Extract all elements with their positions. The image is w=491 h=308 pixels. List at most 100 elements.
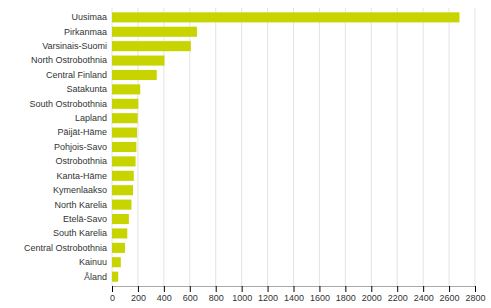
- grid-line: [345, 8, 346, 286]
- chart-svg: 0 200 400 600 800 1000 1200 1400 1600 1800 2000 220…: [0, 0, 491, 308]
- y-tick: North Ostrobothnia: [31, 55, 107, 65]
- y-tick-label: Päijät-Häme: [57, 127, 107, 137]
- bar: [112, 56, 165, 66]
- y-tick-label: Kymenlaakso: [53, 185, 107, 195]
- y-tick-label: Lapland: [75, 113, 107, 123]
- y-tick: Uusimaa: [71, 12, 107, 22]
- y-tick: Pohjois-Savo: [54, 142, 107, 152]
- y-tick: Päijät-Häme: [57, 127, 107, 137]
- x-tick: 200: [131, 286, 146, 303]
- x-tick-label: 1600: [310, 293, 330, 303]
- x-tick-label: 2000: [362, 293, 382, 303]
- bar: [112, 156, 136, 166]
- x-tick: 2600: [440, 286, 460, 303]
- y-tick: Ostrobothnia: [55, 156, 107, 166]
- x-tick-label: 2800: [465, 293, 485, 303]
- x-tick-label: 0: [110, 293, 115, 303]
- y-tick: North Karelia: [54, 199, 107, 209]
- bar: [112, 142, 136, 152]
- x-tick: 800: [209, 286, 224, 303]
- x-tick: 1000: [232, 286, 252, 303]
- x-tick-label: 600: [183, 293, 198, 303]
- x-tick: 2400: [414, 286, 434, 303]
- x-tick: 2800: [465, 286, 485, 303]
- x-axis: 0 200 400 600 800 1000 1200 1400 1600 1800 2000 220…: [110, 286, 486, 303]
- x-tick-mark: [371, 286, 372, 292]
- bar: [112, 228, 127, 238]
- y-tick-label: South Ostrobothnia: [29, 99, 107, 109]
- grid-line: [475, 8, 476, 286]
- y-tick-label: North Ostrobothnia: [31, 55, 107, 65]
- y-tick: Central Finland: [46, 70, 107, 80]
- x-tick-mark: [216, 286, 217, 292]
- y-tick-label: Varsinais-Suomi: [42, 41, 107, 51]
- x-tick-mark: [345, 286, 346, 292]
- x-tick: 1600: [310, 286, 330, 303]
- y-tick-label: Ostrobothnia: [55, 156, 107, 166]
- plot-area: 0 200 400 600 800 1000 1200 1400 1600 1800 2000 220…: [24, 8, 486, 303]
- x-tick-mark: [449, 286, 450, 292]
- y-tick: Etelä-Savo: [63, 214, 107, 224]
- bar: [112, 84, 140, 94]
- y-tick-label: North Karelia: [54, 199, 107, 209]
- x-tick-mark: [397, 286, 398, 292]
- y-tick-label: Kanta-Häme: [56, 171, 107, 181]
- x-tick-label: 800: [209, 293, 224, 303]
- x-tick: 400: [157, 286, 172, 303]
- grid-line: [423, 8, 424, 286]
- bar: [112, 171, 134, 181]
- y-tick-label: Pohjois-Savo: [54, 142, 107, 152]
- y-tick: Pirkanmaa: [64, 27, 107, 37]
- x-tick-label: 400: [157, 293, 172, 303]
- y-tick: Satakunta: [66, 84, 107, 94]
- y-tick: Varsinais-Suomi: [42, 41, 107, 51]
- bar: [112, 214, 129, 224]
- bars: [112, 12, 459, 281]
- bar: [112, 185, 133, 195]
- x-tick-mark: [475, 286, 476, 292]
- bar: [112, 12, 459, 22]
- grid-line: [397, 8, 398, 286]
- y-tick: Åland: [84, 272, 107, 282]
- x-tick-mark: [319, 286, 320, 292]
- bar: [112, 272, 118, 282]
- x-tick: 2200: [388, 286, 408, 303]
- x-tick: 600: [183, 286, 198, 303]
- grid-line: [267, 8, 268, 286]
- x-tick-label: 2400: [414, 293, 434, 303]
- x-tick-label: 2600: [440, 293, 460, 303]
- x-tick-label: 1200: [258, 293, 278, 303]
- x-tick-mark: [268, 286, 269, 292]
- y-tick-label: Kainuu: [79, 257, 107, 267]
- x-tick-mark: [294, 286, 295, 292]
- y-tick-label: Central Ostrobothnia: [24, 243, 107, 253]
- bar: [112, 128, 137, 138]
- x-tick-label: 1400: [284, 293, 304, 303]
- x-tick: 1800: [336, 286, 356, 303]
- y-tick-label: Pirkanmaa: [64, 27, 107, 37]
- bar: [112, 257, 121, 267]
- x-tick-mark: [242, 286, 243, 292]
- y-tick-label: Uusimaa: [71, 12, 107, 22]
- x-tick-mark: [138, 286, 139, 292]
- x-tick: 0: [110, 286, 115, 303]
- x-tick-mark: [190, 286, 191, 292]
- x-tick: 1200: [258, 286, 278, 303]
- y-tick: Kymenlaakso: [53, 185, 107, 195]
- x-tick-label: 1000: [232, 293, 252, 303]
- y-axis: Åland Kainuu Central Ostrobothnia South Kar…: [24, 12, 107, 281]
- y-tick-label: South Karelia: [53, 228, 107, 238]
- bar: [112, 243, 125, 253]
- x-tick-mark: [164, 286, 165, 292]
- y-tick-label: Etelä-Savo: [63, 214, 107, 224]
- y-tick: Kanta-Häme: [56, 171, 107, 181]
- bar: [112, 41, 191, 51]
- y-tick-label: Åland: [84, 272, 107, 282]
- y-tick: South Ostrobothnia: [29, 99, 107, 109]
- y-tick: Kainuu: [79, 257, 107, 267]
- grid-line: [215, 8, 216, 286]
- bar: [112, 200, 131, 210]
- grid-line: [293, 8, 294, 286]
- grid-line: [449, 8, 450, 286]
- x-tick-label: 200: [131, 293, 146, 303]
